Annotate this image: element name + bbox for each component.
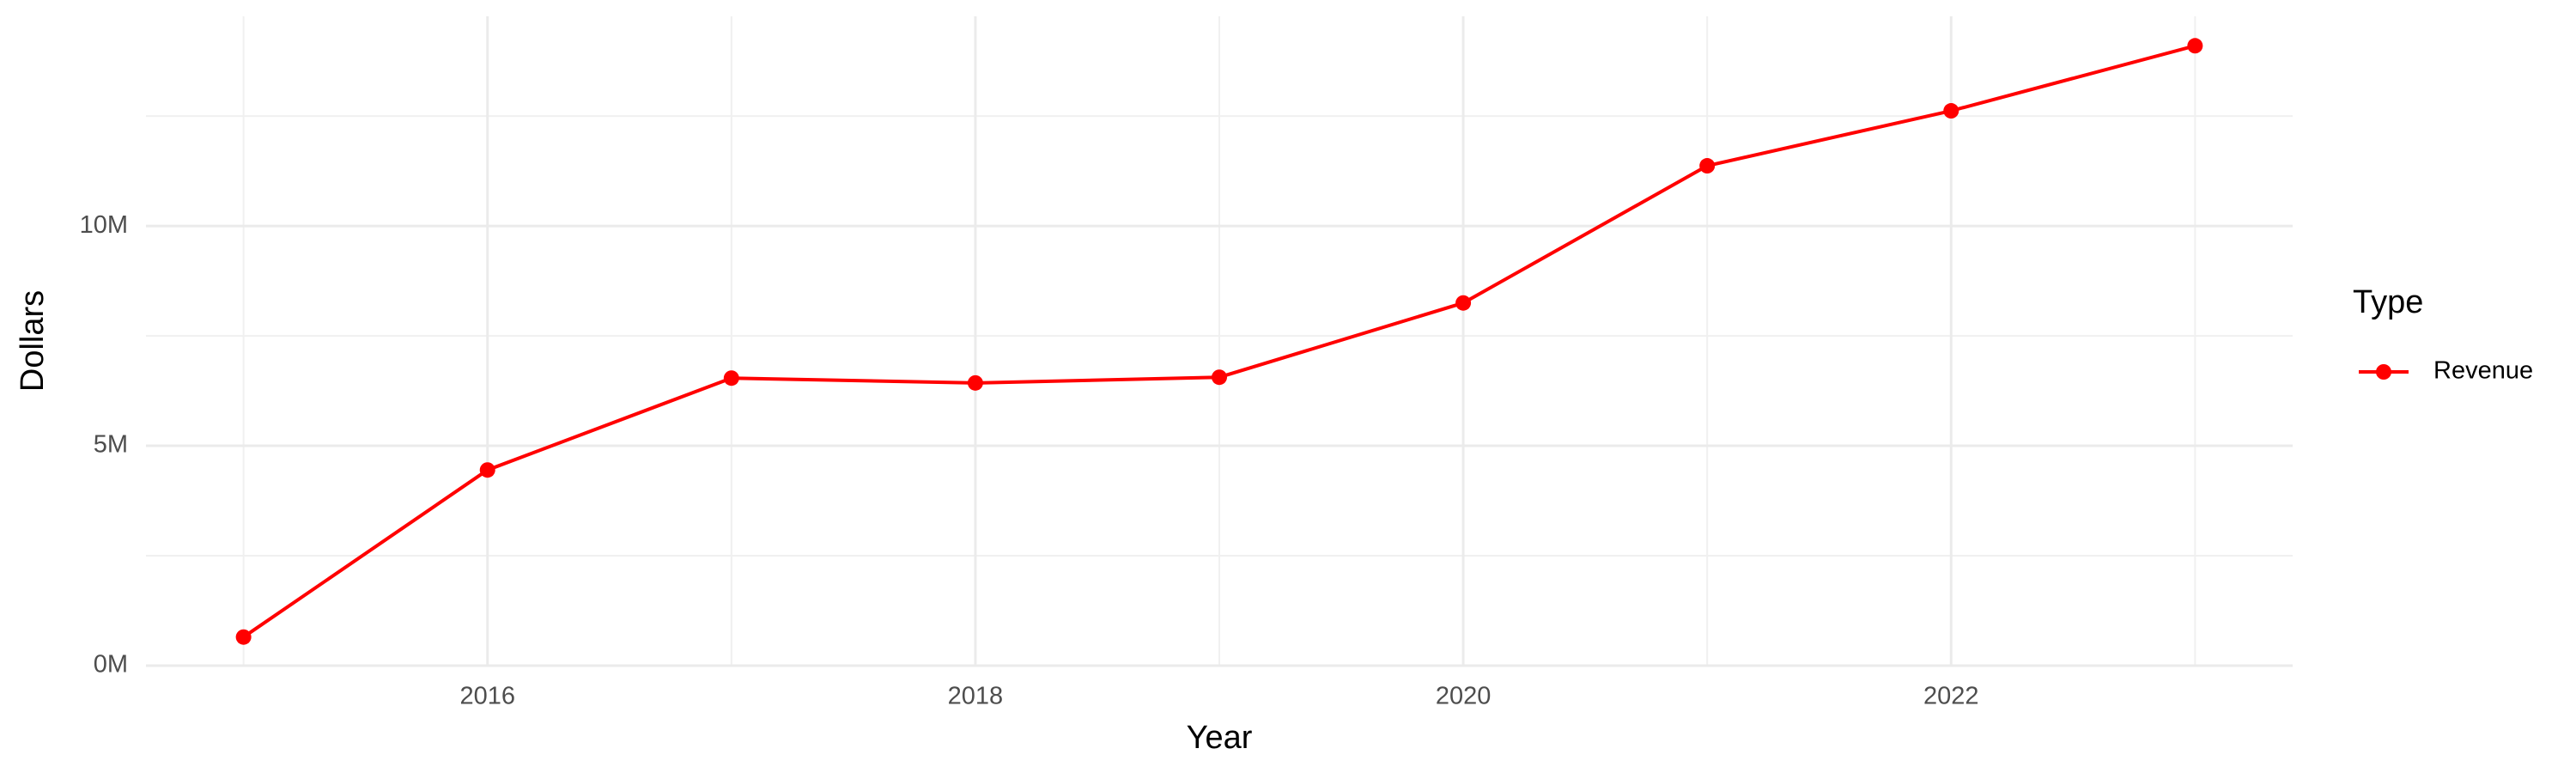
x-tick-label: 2020 — [1436, 683, 1492, 710]
legend-label: Revenue — [2433, 357, 2533, 385]
point — [1212, 369, 1227, 386]
point — [723, 370, 739, 386]
legend-title: Type — [2353, 284, 2423, 320]
point — [2187, 38, 2203, 54]
y-axis-title: Dollars — [15, 290, 51, 392]
point — [967, 374, 983, 391]
legend-point — [2376, 364, 2391, 380]
x-tick-label: 2016 — [459, 683, 515, 710]
point — [479, 462, 495, 478]
y-tick-label: 10M — [80, 211, 128, 239]
x-tick-label: 2018 — [948, 683, 1004, 710]
y-tick-label: 0M — [94, 651, 128, 679]
x-axis-title: Year — [1187, 720, 1253, 756]
point — [1943, 103, 1959, 119]
point — [1455, 295, 1472, 311]
x-tick-label: 2022 — [1923, 683, 1979, 710]
point — [1699, 158, 1716, 174]
point — [235, 629, 252, 645]
y-tick-label: 5M — [94, 431, 128, 459]
